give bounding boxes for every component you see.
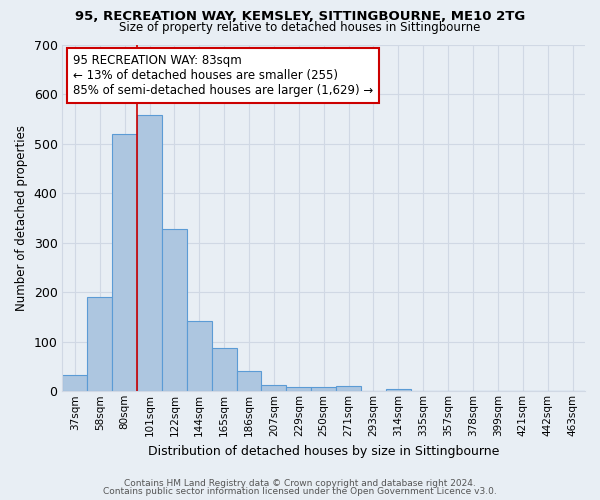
Bar <box>162 229 187 392</box>
Bar <box>212 348 236 392</box>
Bar <box>88 298 112 392</box>
Bar <box>137 115 162 392</box>
Text: Contains public sector information licensed under the Open Government Licence v3: Contains public sector information licen… <box>103 487 497 496</box>
Bar <box>236 372 262 392</box>
Text: Size of property relative to detached houses in Sittingbourne: Size of property relative to detached ho… <box>119 22 481 35</box>
Y-axis label: Number of detached properties: Number of detached properties <box>15 125 28 311</box>
Text: Contains HM Land Registry data © Crown copyright and database right 2024.: Contains HM Land Registry data © Crown c… <box>124 478 476 488</box>
Bar <box>336 386 361 392</box>
Bar <box>187 321 212 392</box>
Bar <box>286 388 311 392</box>
Text: 95 RECREATION WAY: 83sqm
← 13% of detached houses are smaller (255)
85% of semi-: 95 RECREATION WAY: 83sqm ← 13% of detach… <box>73 54 373 96</box>
Text: 95, RECREATION WAY, KEMSLEY, SITTINGBOURNE, ME10 2TG: 95, RECREATION WAY, KEMSLEY, SITTINGBOUR… <box>75 10 525 23</box>
Bar <box>112 134 137 392</box>
Bar <box>386 389 411 392</box>
Bar <box>262 385 286 392</box>
Bar <box>311 388 336 392</box>
Bar <box>62 375 88 392</box>
X-axis label: Distribution of detached houses by size in Sittingbourne: Distribution of detached houses by size … <box>148 444 499 458</box>
